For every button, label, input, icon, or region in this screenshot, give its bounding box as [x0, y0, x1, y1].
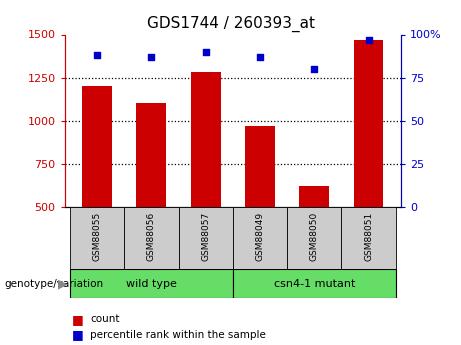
Text: ■: ■ — [71, 328, 83, 341]
Text: ■: ■ — [71, 313, 83, 326]
Text: genotype/variation: genotype/variation — [5, 279, 104, 289]
Bar — [233, 207, 287, 269]
Bar — [341, 207, 396, 269]
Text: GSM88051: GSM88051 — [364, 212, 373, 262]
Text: percentile rank within the sample: percentile rank within the sample — [90, 330, 266, 339]
Bar — [233, 269, 396, 298]
Bar — [354, 40, 384, 207]
Bar — [178, 207, 233, 269]
Bar — [191, 72, 221, 207]
Point — [365, 37, 372, 42]
Text: count: count — [90, 314, 119, 324]
Bar — [245, 126, 275, 207]
Text: GSM88056: GSM88056 — [147, 212, 156, 262]
Bar — [82, 86, 112, 207]
Bar — [299, 186, 329, 207]
Text: csn4-1 mutant: csn4-1 mutant — [273, 279, 355, 289]
Point — [94, 52, 101, 58]
Point — [202, 49, 209, 55]
Text: wild type: wild type — [126, 279, 177, 289]
Text: GSM88049: GSM88049 — [255, 212, 265, 262]
Bar — [124, 207, 178, 269]
Text: GSM88055: GSM88055 — [93, 212, 101, 262]
Bar — [136, 104, 166, 207]
Text: GSM88057: GSM88057 — [201, 212, 210, 262]
Text: GSM88050: GSM88050 — [310, 212, 319, 262]
Text: ▶: ▶ — [58, 277, 67, 290]
Bar — [70, 269, 233, 298]
Text: GDS1744 / 260393_at: GDS1744 / 260393_at — [147, 16, 314, 32]
Bar — [287, 207, 341, 269]
Point — [311, 66, 318, 72]
Point — [256, 54, 264, 60]
Bar — [70, 207, 124, 269]
Point — [148, 54, 155, 60]
